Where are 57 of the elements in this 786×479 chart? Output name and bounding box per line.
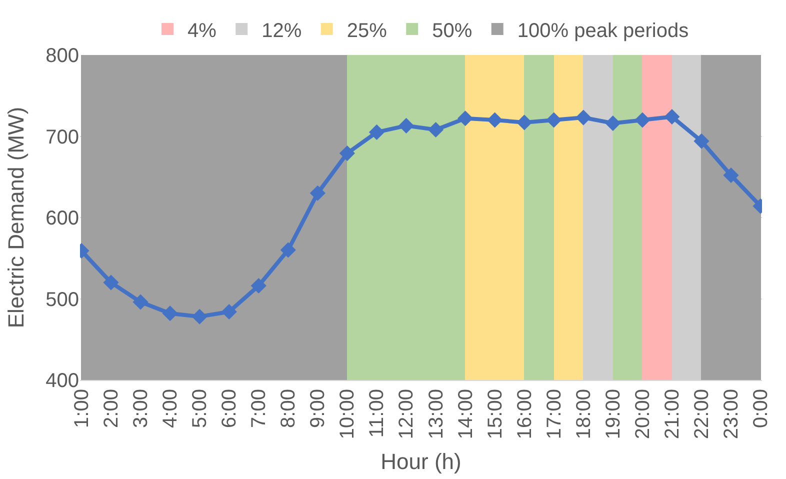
point — [605, 115, 621, 132]
point — [221, 304, 237, 320]
x-tick-label: 5:00 — [189, 389, 212, 428]
x-tick-label: 1:00 — [70, 389, 93, 428]
x-tick-label: 21:00 — [661, 389, 684, 440]
point — [723, 167, 739, 184]
x-tick-label: 6:00 — [218, 389, 241, 428]
point — [634, 112, 650, 128]
legend-label: 100% peak periods — [517, 20, 689, 42]
x-tick-label: 22:00 — [690, 389, 713, 440]
point — [457, 110, 474, 126]
x-tick-label: 12:00 — [396, 389, 418, 440]
point — [339, 146, 355, 162]
point — [103, 274, 119, 290]
legend-label: 25% — [346, 20, 388, 42]
point — [192, 308, 208, 324]
point — [250, 278, 266, 294]
x-tick-label: 23:00 — [720, 389, 742, 440]
x-tick-label: 0:00 — [750, 389, 772, 428]
x-tick-label: 15:00 — [484, 389, 506, 440]
point — [694, 133, 710, 149]
x-tick-label: 4:00 — [160, 389, 182, 428]
x-tick-label: 11:00 — [366, 389, 388, 438]
x-tick-label: 18:00 — [572, 389, 595, 440]
y-tick-label: 700 — [46, 126, 79, 148]
x-tick-label: 7:00 — [248, 389, 270, 428]
legend-label: 12% — [262, 20, 302, 42]
x-tick-label: 3:00 — [130, 389, 152, 428]
point — [664, 108, 680, 125]
x-tick-label: 16:00 — [514, 389, 536, 440]
point — [516, 114, 532, 130]
x-tick-label: 13:00 — [425, 389, 448, 440]
point — [280, 242, 296, 258]
x-tick-label: 10:00 — [336, 389, 359, 440]
y-tick-label: 500 — [46, 288, 79, 311]
x-tick-label: 17:00 — [543, 389, 566, 440]
legend-label: 50% — [432, 20, 472, 42]
y-tick-label: 600 — [46, 208, 79, 230]
legend-label: 4% — [188, 20, 217, 42]
x-axis-title: Hour (h) — [380, 448, 462, 474]
point — [546, 112, 562, 128]
point — [162, 306, 178, 322]
point — [428, 122, 444, 138]
point — [310, 185, 326, 201]
x-tick-label: 2:00 — [100, 389, 122, 428]
point — [368, 124, 385, 140]
point — [398, 118, 414, 134]
x-tick-label: 19:00 — [602, 389, 624, 440]
x-tick-label: 9:00 — [307, 389, 330, 428]
y-axis-title: Electric Demand (MW) — [3, 106, 28, 328]
point — [487, 112, 503, 128]
x-tick-label: 8:00 — [278, 389, 300, 428]
point — [576, 110, 592, 126]
y-tick-label: 800 — [46, 45, 79, 67]
point — [132, 294, 148, 310]
x-tick-label: 20:00 — [632, 389, 654, 440]
x-tick-label: 14:00 — [454, 389, 477, 440]
